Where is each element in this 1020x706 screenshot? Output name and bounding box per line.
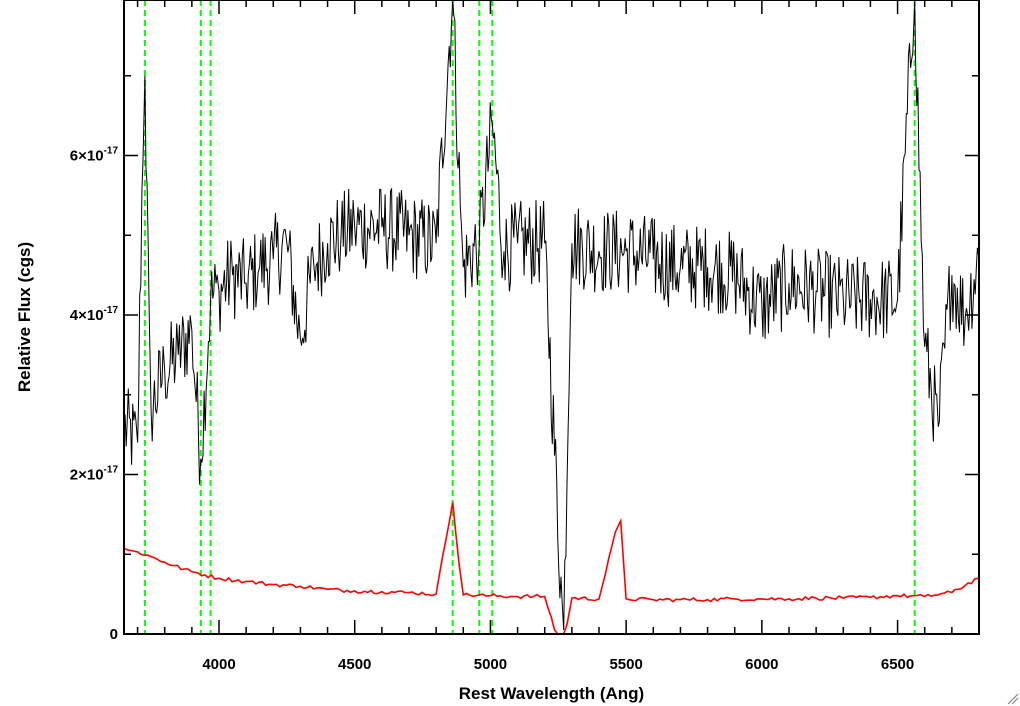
- y-tick-label: 0: [110, 626, 118, 643]
- spectrum-line: [123, 0, 980, 631]
- y-tick-mantissa: 0: [110, 626, 118, 643]
- y-tick-mantissa: 6×10: [70, 148, 104, 165]
- x-tick-label: 4500: [338, 656, 371, 673]
- x-tick-label: 4000: [202, 656, 235, 673]
- y-axis-ticks: 02×10-174×10-176×10-17: [70, 75, 979, 643]
- x-axis-ticks: 4000 4500 5000 5500 6000 6500: [136, 0, 980, 673]
- y-tick-label: 4×10-17: [70, 305, 119, 324]
- y-tick-mantissa: 2×10: [70, 467, 104, 484]
- plot-frame: [123, 0, 980, 635]
- y-tick-mantissa: 4×10: [70, 307, 104, 324]
- resize-grip-icon[interactable]: [1007, 693, 1019, 705]
- x-tick-label: 5500: [609, 656, 642, 673]
- y-tick-exponent: -17: [104, 305, 119, 316]
- emission-line-markers: [143, 0, 916, 634]
- spectrum-series: [123, 0, 980, 631]
- x-axis-label: Rest Wavelength (Ang): [459, 684, 644, 703]
- y-tick-label: 2×10-17: [70, 465, 119, 484]
- y-tick-label: 6×10-17: [70, 146, 119, 165]
- error-series: [123, 502, 980, 635]
- y-axis-label: Relative Flux (cgs): [15, 242, 34, 392]
- error-line: [123, 502, 980, 635]
- y-tick-exponent: -17: [104, 146, 119, 157]
- x-tick-label: 5000: [474, 656, 507, 673]
- x-tick-label: 6500: [881, 656, 914, 673]
- y-tick-exponent: -17: [104, 465, 119, 476]
- x-tick-label: 6000: [745, 656, 778, 673]
